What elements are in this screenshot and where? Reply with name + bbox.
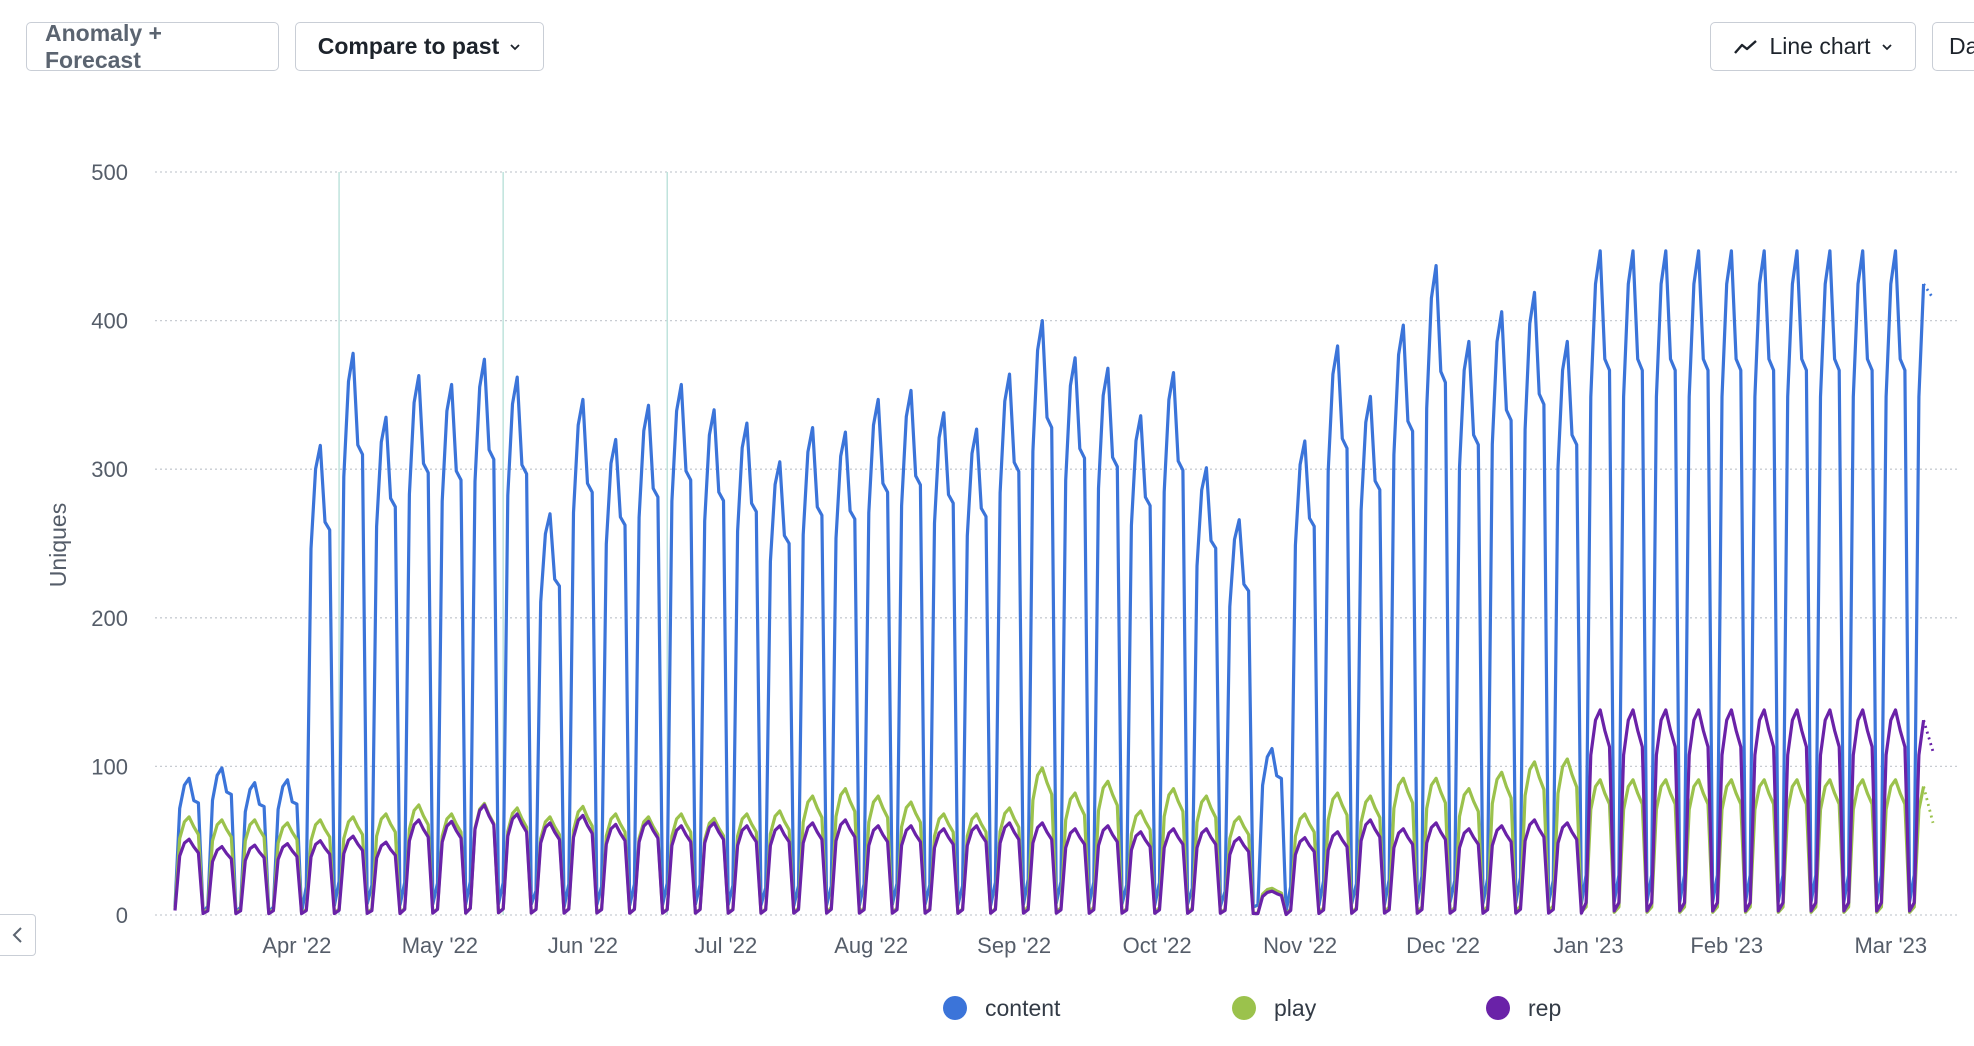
x-tick-label: Nov '22 bbox=[1263, 933, 1337, 958]
date-range-label: Da bbox=[1949, 33, 1974, 59]
x-tick-label: Sep '22 bbox=[977, 933, 1051, 958]
legend-swatch-play bbox=[1232, 996, 1256, 1020]
legend-label-play[interactable]: play bbox=[1274, 995, 1317, 1021]
y-tick-label: 100 bbox=[91, 754, 128, 779]
collapse-panel-button[interactable] bbox=[0, 914, 36, 956]
date-range-button[interactable]: Da bbox=[1932, 22, 1974, 71]
x-axis-ticks: Apr '22 May '22 Jun '22 Jul '22 Aug '22 Sep '… bbox=[262, 933, 1927, 958]
y-tick-label: 0 bbox=[116, 903, 128, 928]
y-tick-label: 400 bbox=[91, 309, 128, 334]
x-tick-label: Jun '22 bbox=[548, 933, 618, 958]
x-tick-label: Feb '23 bbox=[1690, 933, 1763, 958]
compare-to-past-label: Compare to past bbox=[317, 33, 500, 59]
legend-label-content[interactable]: content bbox=[985, 995, 1061, 1021]
x-tick-label: Dec '22 bbox=[1406, 933, 1480, 958]
x-tick-label: May '22 bbox=[402, 933, 478, 958]
anomaly-forecast-label: Anomaly + Forecast bbox=[45, 19, 162, 73]
forecast-line-rep bbox=[1922, 719, 1935, 752]
legend-swatch-content bbox=[943, 996, 967, 1020]
y-tick-label: 300 bbox=[91, 457, 128, 482]
compare-to-past-button[interactable]: Compare to past bbox=[295, 22, 544, 71]
y-tick-label: 200 bbox=[91, 606, 128, 631]
y-axis-ticks: 0 100 200 300 400 500 bbox=[91, 160, 128, 928]
legend-label-rep[interactable]: rep bbox=[1528, 995, 1561, 1021]
forecast-line-play bbox=[1922, 786, 1935, 824]
x-tick-label: Jan '23 bbox=[1553, 933, 1623, 958]
line-chart-icon bbox=[1734, 39, 1758, 54]
series-line-content bbox=[173, 249, 1926, 915]
legend-swatch-rep bbox=[1486, 996, 1510, 1020]
x-tick-label: Aug '22 bbox=[834, 933, 908, 958]
x-tick-label: Apr '22 bbox=[262, 933, 331, 958]
series-lines bbox=[173, 249, 1935, 917]
legend: content play rep bbox=[943, 995, 1561, 1021]
x-tick-label: Mar '23 bbox=[1854, 933, 1927, 958]
series-line-rep bbox=[173, 708, 1926, 917]
y-axis-label: Uniques bbox=[45, 503, 71, 587]
chart-type-label: Line chart bbox=[1769, 33, 1871, 59]
chevron-down-icon bbox=[510, 43, 520, 50]
anomaly-forecast-button[interactable]: Anomaly + Forecast bbox=[26, 19, 279, 73]
y-tick-label: 500 bbox=[91, 160, 128, 185]
x-tick-label: Jul '22 bbox=[694, 933, 757, 958]
chevron-down-icon bbox=[1881, 43, 1892, 50]
x-tick-label: Oct '22 bbox=[1123, 933, 1192, 958]
chevron-left-icon bbox=[12, 927, 22, 943]
chart-type-button[interactable]: Line chart bbox=[1710, 22, 1916, 71]
